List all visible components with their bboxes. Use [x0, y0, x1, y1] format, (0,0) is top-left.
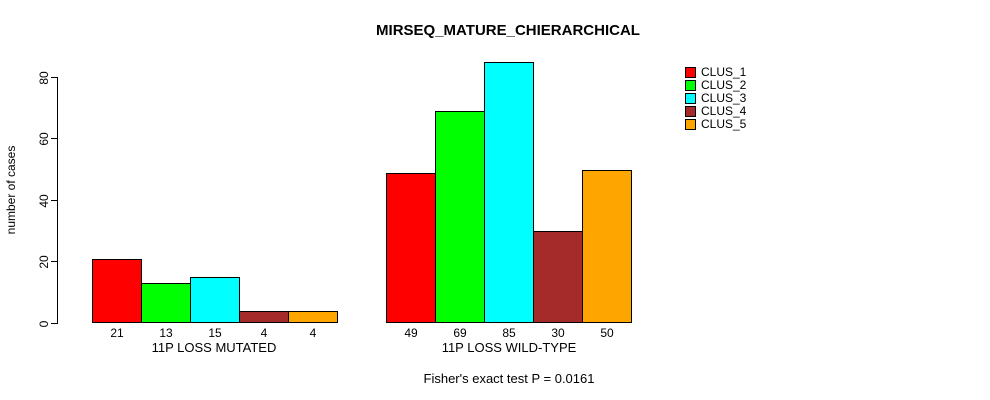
legend-label-clus_2: CLUS_2: [701, 78, 747, 92]
legend-swatch-clus_4: [685, 106, 696, 117]
legend-row-clus_4: CLUS_4: [685, 105, 746, 118]
y-axis-tick-label: 0: [37, 320, 51, 327]
category-label-mutated: 11P LOSS MUTATED: [151, 340, 277, 355]
bar-clus_5-group2: [582, 170, 632, 323]
legend-row-clus_1: CLUS_1: [685, 66, 746, 79]
bar-clus_5-group1: [288, 311, 338, 323]
legend-label-clus_4: CLUS_4: [701, 104, 747, 118]
y-axis-tick: [51, 77, 58, 78]
bar-value-label: 21: [110, 326, 124, 340]
y-axis-tick-label: 40: [37, 193, 51, 208]
legend-swatch-clus_1: [685, 67, 696, 78]
bar-clus_3-group2: [484, 62, 534, 323]
y-axis-tick-label: 80: [37, 70, 51, 85]
legend-swatch-clus_5: [685, 119, 696, 130]
y-axis-tick: [51, 138, 58, 139]
bar-value-label: 85: [502, 326, 516, 340]
legend-label-clus_1: CLUS_1: [701, 65, 747, 79]
legend-swatch-clus_3: [685, 93, 696, 104]
y-axis-tick: [51, 200, 58, 201]
y-axis-tick-label: 60: [37, 131, 51, 146]
legend-row-clus_5: CLUS_5: [685, 118, 746, 131]
bar-clus_4-group2: [533, 231, 583, 323]
bar-clus_1-group2: [386, 173, 436, 323]
legend-swatch-clus_2: [685, 80, 696, 91]
legend-row-clus_3: CLUS_3: [685, 92, 746, 105]
y-axis-tick: [51, 323, 58, 324]
bar-value-label: 50: [600, 326, 614, 340]
footnote-text: Fisher's exact test P = 0.0161: [423, 371, 595, 386]
bar-value-label: 30: [551, 326, 565, 340]
bar-value-label: 4: [260, 326, 268, 340]
bar-clus_1-group1: [92, 259, 142, 323]
bar-clus_2-group1: [141, 283, 191, 323]
bar-value-label: 49: [404, 326, 418, 340]
bar-value-label: 15: [208, 326, 222, 340]
legend-label-clus_5: CLUS_5: [701, 117, 747, 131]
y-axis-label: number of cases: [4, 145, 18, 235]
bar-value-label: 69: [453, 326, 467, 340]
legend-label-clus_3: CLUS_3: [701, 91, 747, 105]
y-axis-tick: [51, 261, 58, 262]
bar-clus_4-group1: [239, 311, 289, 323]
legend-row-clus_2: CLUS_2: [685, 79, 746, 92]
bar-value-label: 4: [309, 326, 317, 340]
bar-value-label: 13: [159, 326, 173, 340]
bar-clus_3-group1: [190, 277, 240, 323]
y-axis-tick-label: 20: [37, 254, 51, 269]
legend: CLUS_1 CLUS_2 CLUS_3 CLUS_4 CLUS_5: [685, 66, 746, 131]
chart-title: MIRSEQ_MATURE_CHIERARCHICAL: [376, 22, 640, 39]
bar-clus_2-group2: [435, 111, 485, 323]
category-label-wild-type: 11P LOSS WILD-TYPE: [441, 340, 577, 355]
